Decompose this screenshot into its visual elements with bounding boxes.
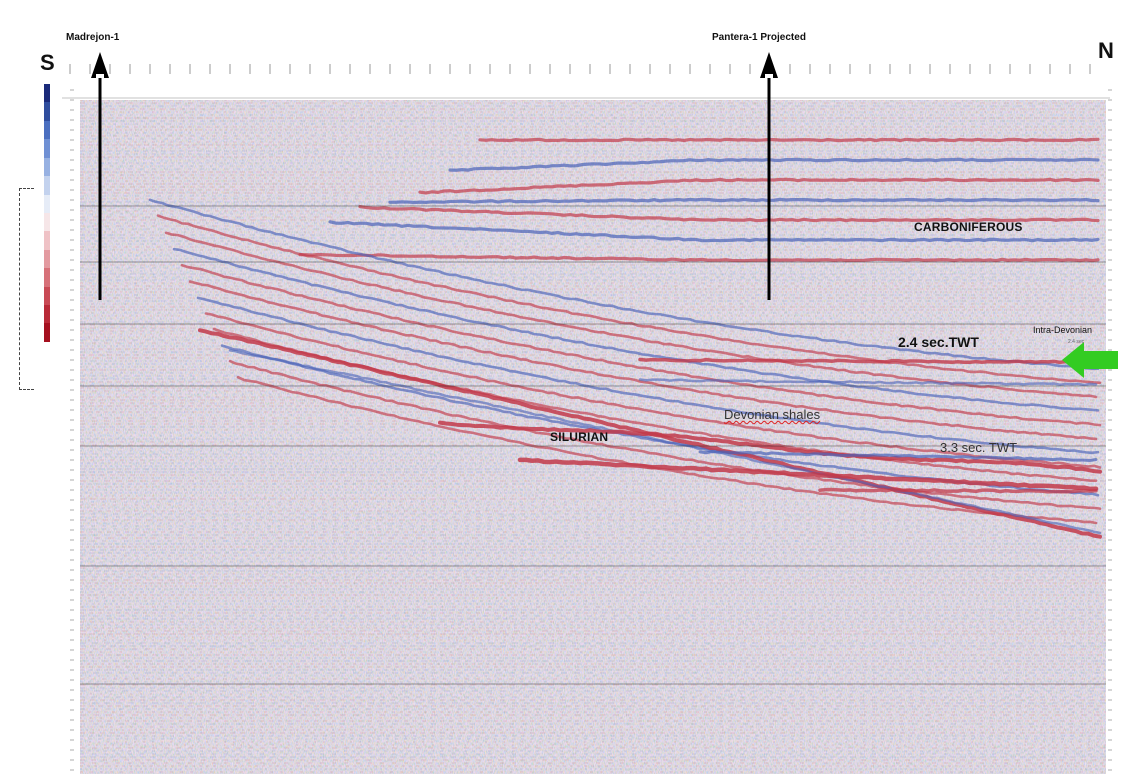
scale-bar-segment [44, 194, 50, 213]
scale-bar-segment [44, 176, 50, 195]
scale-bar-segment [44, 286, 50, 306]
amplitude-scale-bar [44, 84, 50, 342]
intra-devonian-sub-label: 2.4 sec [1068, 339, 1085, 345]
reflector [358, 204, 1100, 223]
time-gridlines [80, 205, 1106, 685]
scale-bar-segment [44, 249, 50, 269]
well-pantera-arrow-icon [760, 52, 778, 78]
scale-bar-segment [44, 268, 50, 287]
reflector [180, 263, 1102, 427]
devonian-shales-text: Devonian shales [724, 407, 821, 422]
south-label: S [40, 50, 55, 75]
reflector [448, 157, 1100, 172]
reflector [478, 137, 1100, 143]
scale-bar-segment [44, 120, 50, 140]
header-strip [62, 60, 1112, 100]
scale-bar-segment [44, 102, 50, 121]
scale-bar-segment [44, 305, 50, 324]
twt-upper-label: 2.4 sec.TWT [898, 334, 979, 350]
reflector [638, 357, 1098, 365]
devonian-shales-label: Devonian shales [724, 407, 820, 422]
reflector [328, 220, 1100, 243]
reflector [517, 457, 1099, 492]
reflector [818, 487, 1098, 494]
scale-bar-segment [44, 84, 50, 103]
reflector [148, 198, 1100, 370]
reflector [196, 296, 1100, 455]
scale-bar-bracket [19, 188, 34, 390]
scale-bar-segment [44, 157, 50, 177]
reflector [236, 375, 1098, 525]
reflector [298, 252, 1100, 263]
intra-devonian-arrow-icon [1062, 342, 1118, 378]
carboniferous-label: CARBONIFEROUS [914, 220, 1023, 234]
seismic-noise [80, 98, 1106, 774]
well-madrejon-label: Madrejon-1 [66, 32, 120, 43]
scale-bar-segment [44, 139, 50, 158]
intra-devonian-label: Intra-Devonian [1033, 325, 1093, 335]
reflector [388, 197, 1100, 205]
north-label: N [1098, 38, 1114, 63]
reflector [164, 231, 1098, 399]
scale-bar-segment [44, 231, 50, 250]
reflector [698, 450, 1098, 462]
reflector [638, 378, 1098, 387]
reflector [438, 420, 1102, 474]
reflector [204, 312, 1102, 469]
well-pantera-label: Pantera-1 Projected [712, 32, 806, 43]
scale-bar-segment [44, 212, 50, 232]
reflector [156, 214, 1102, 385]
twt-lower-label: 3.3 sec. TWT [940, 440, 1018, 455]
time-axis-left [70, 89, 74, 771]
time-axis-right [1108, 89, 1112, 771]
silurian-label: SILURIAN [550, 430, 609, 444]
reflector-group [148, 137, 1102, 539]
reflector [228, 349, 1102, 535]
reflector [228, 359, 1102, 510]
reflector [418, 177, 1100, 195]
scale-bar-segment [44, 323, 50, 342]
reflector [172, 247, 1100, 412]
well-madrejon-arrow-icon [91, 52, 109, 78]
reflector [188, 280, 1098, 441]
